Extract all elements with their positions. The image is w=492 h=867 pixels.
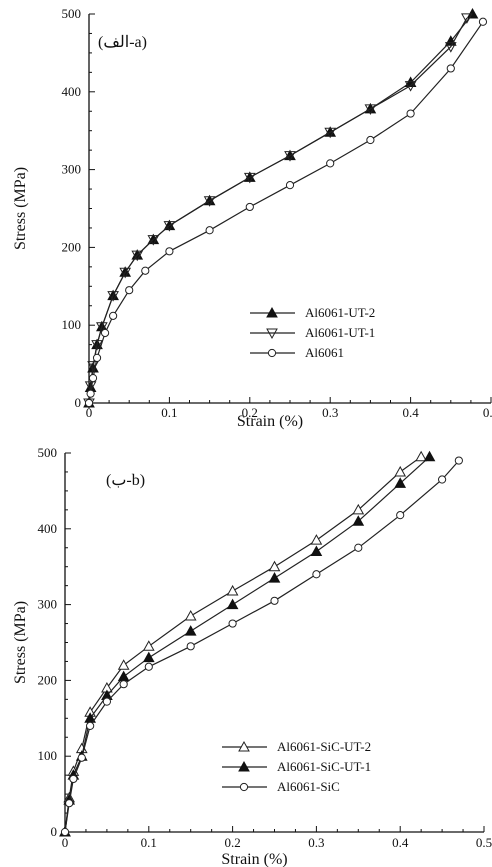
legend: Al6061-UT-2 Al6061-UT-1 Al6061 — [250, 305, 375, 360]
data-point — [367, 136, 374, 143]
data-point — [228, 586, 238, 595]
y-tick-label: 300 — [62, 162, 82, 177]
y-tick-label: 200 — [62, 239, 82, 254]
data-point — [70, 775, 77, 782]
data-point — [89, 375, 96, 382]
data-point — [85, 399, 92, 406]
data-point — [144, 653, 154, 662]
data-point — [101, 329, 108, 336]
x-tick-label: 0.3 — [308, 835, 324, 850]
data-point — [61, 828, 68, 835]
data-point — [270, 562, 280, 571]
data-point — [229, 620, 236, 627]
data-point — [66, 800, 73, 807]
series-al6061 — [85, 18, 486, 406]
legend-marker — [268, 349, 275, 356]
y-tick-label: 100 — [38, 748, 58, 763]
series-al6061-ut-1 — [84, 14, 472, 408]
data-point — [439, 476, 446, 483]
panel-label: (ب-b) — [106, 472, 145, 489]
data-point — [286, 182, 293, 189]
data-point — [311, 547, 321, 556]
legend-marker — [240, 783, 247, 790]
data-point — [78, 754, 85, 761]
series-al6061-sic — [61, 457, 462, 836]
x-tick-label: 0.3 — [322, 405, 338, 420]
legend-label: Al6061-SiC-UT-2 — [277, 739, 371, 754]
x-axis-title: Strain (%) — [221, 851, 287, 867]
series-line — [89, 14, 473, 403]
data-point — [327, 160, 334, 167]
data-point — [425, 452, 435, 461]
data-point — [407, 110, 414, 117]
data-point — [416, 452, 426, 461]
data-point — [270, 573, 280, 582]
y-tick-label: 500 — [62, 6, 82, 21]
x-axis-title: Strain (%) — [237, 413, 303, 430]
chart-panel-1: 0 0.1 0.2 0.3 0.4 0.5 0 100 200 300 400 500 Strain (… — [12, 6, 492, 430]
data-point — [271, 597, 278, 604]
data-point — [206, 227, 213, 234]
data-point — [186, 626, 196, 635]
y-tick-label: 500 — [38, 445, 58, 460]
data-point — [142, 267, 149, 274]
data-point — [313, 571, 320, 578]
data-point — [126, 287, 133, 294]
y-tick-label: 100 — [62, 317, 82, 332]
x-tick-label: 0.2 — [224, 835, 240, 850]
data-point — [228, 600, 238, 609]
data-point — [144, 641, 154, 650]
data-point — [246, 203, 253, 210]
series-al6061-sic-ut-1 — [60, 452, 435, 836]
x-tick-label: 0.5 — [476, 835, 492, 850]
data-point — [110, 312, 117, 319]
legend: Al6061-SiC-UT-2 Al6061-SiC-UT-1 Al6061-SiC — [222, 739, 371, 794]
data-point — [166, 248, 173, 255]
series-line — [89, 22, 483, 403]
data-point — [87, 722, 94, 729]
series-line — [89, 18, 467, 403]
series-line — [65, 457, 430, 832]
x-tick-label: 0.4 — [402, 405, 419, 420]
legend-label: Al6061-SiC-UT-1 — [277, 759, 371, 774]
legend-label: Al6061-UT-2 — [305, 305, 375, 320]
legend-label: Al6061-UT-1 — [305, 325, 375, 340]
data-point — [186, 611, 196, 620]
y-tick-label: 0 — [75, 395, 82, 410]
chart-panel-2: 0 0.1 0.2 0.3 0.4 0.5 0 100 200 300 400 500 Strain (… — [12, 445, 492, 867]
data-point — [87, 390, 94, 397]
y-tick-label: 400 — [38, 521, 58, 536]
data-point — [455, 457, 462, 464]
data-point — [93, 354, 100, 361]
y-tick-label: 400 — [62, 84, 82, 99]
data-point — [187, 643, 194, 650]
y-tick-label: 300 — [38, 597, 58, 612]
x-tick-label: 0 — [62, 835, 69, 850]
data-point — [479, 18, 486, 25]
x-tick-label: 0.5 — [483, 405, 492, 420]
x-tick-label: 0.1 — [141, 835, 157, 850]
data-point — [395, 467, 405, 476]
series-al6061-ut-2 — [84, 9, 478, 407]
y-tick-label: 200 — [38, 672, 58, 687]
data-point — [119, 672, 129, 681]
data-point — [103, 698, 110, 705]
panel-label: (الف-a) — [98, 34, 147, 51]
x-tick-label: 0.1 — [161, 405, 177, 420]
y-tick-label: 0 — [51, 824, 58, 839]
legend-label: Al6061-SiC — [277, 779, 340, 794]
data-point — [355, 544, 362, 551]
data-point — [397, 512, 404, 519]
data-point — [447, 65, 454, 72]
x-tick-label: 0.4 — [392, 835, 409, 850]
y-axis-title: Stress (MPa) — [12, 601, 29, 684]
data-point — [119, 660, 129, 669]
legend-label: Al6061 — [305, 345, 344, 360]
data-point — [120, 681, 127, 688]
y-axis-title: Stress (MPa) — [12, 167, 29, 250]
data-point — [145, 663, 152, 670]
data-point — [311, 535, 321, 544]
